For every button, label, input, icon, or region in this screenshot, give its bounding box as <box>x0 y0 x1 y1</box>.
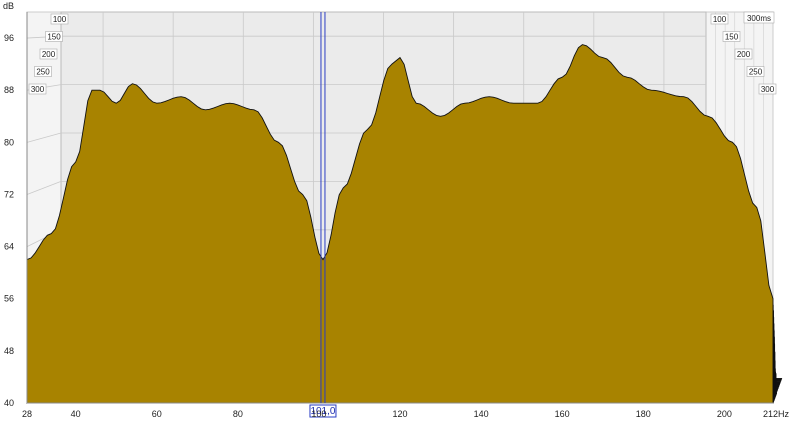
x-tick-label: 180 <box>636 409 651 419</box>
grid-line-left-wall <box>26 181 62 195</box>
x-tick-label: 80 <box>233 409 243 419</box>
time-tick-box-left <box>28 83 47 95</box>
time-tick-label-right: 250 <box>749 68 763 77</box>
time-tick-box-right <box>758 83 777 95</box>
y-tick-label: 56 <box>4 294 14 304</box>
time-tick-box-right <box>734 48 753 60</box>
cursor-readout-label: 101,0 <box>310 406 335 417</box>
y-axis-title: dB <box>3 1 14 11</box>
time-tick-box-right <box>722 31 741 42</box>
x-tick-label: 28 <box>22 409 32 419</box>
time-tick-label-right: 200 <box>737 50 751 59</box>
y-tick-label: 48 <box>4 346 14 356</box>
x-tick-label: 140 <box>474 409 489 419</box>
x-tick-label: 100 <box>311 409 326 419</box>
time-tick-box-left <box>34 66 52 77</box>
x-tick-label: 40 <box>71 409 81 419</box>
time-tick-box-right <box>710 13 729 25</box>
x-tick-label: 120 <box>392 409 407 419</box>
y-tick-label: 72 <box>4 189 14 199</box>
time-title-box <box>743 11 775 24</box>
time-tick-label-left: 300 <box>31 85 45 94</box>
time-tick-label-left: 150 <box>47 33 61 42</box>
x-tick-label: 160 <box>555 409 570 419</box>
grid-line-left-wall <box>26 132 62 143</box>
cursor-readout-box <box>309 404 337 418</box>
y-tick-label: 88 <box>4 85 14 95</box>
waterfall-slice <box>26 44 774 404</box>
time-title-label: 300ms <box>747 14 771 23</box>
time-tick-label-left: 200 <box>42 50 56 59</box>
y-tick-label: 64 <box>4 242 14 252</box>
waterfall-slices <box>26 44 783 404</box>
time-tick-label-left: 100 <box>53 15 67 24</box>
time-tick-box-left <box>45 31 63 42</box>
x-tick-label: 212Hz <box>763 409 790 419</box>
time-tick-box-right <box>746 66 765 77</box>
x-tick-label: 200 <box>717 409 732 419</box>
time-tick-box-left <box>39 48 58 60</box>
time-tick-box-left <box>50 13 69 25</box>
y-tick-label: 80 <box>4 137 14 147</box>
y-tick-label: 96 <box>4 33 14 43</box>
time-tick-label-right: 100 <box>713 15 727 24</box>
time-tick-label-left: 250 <box>36 68 50 77</box>
y-tick-label: 40 <box>4 398 14 408</box>
x-tick-label: 60 <box>152 409 162 419</box>
time-tick-label-right: 150 <box>725 33 739 42</box>
time-tick-label-right: 300 <box>761 85 775 94</box>
